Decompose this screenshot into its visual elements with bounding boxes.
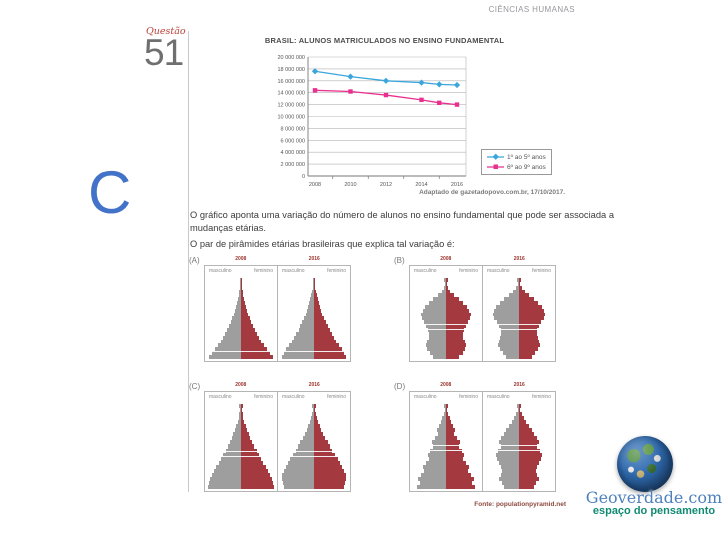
male-label: masculino: [209, 394, 232, 400]
population-pyramid: [410, 404, 482, 489]
pyramid-panel: masculino feminino: [277, 392, 350, 491]
male-label: masculino: [282, 268, 305, 274]
population-pyramid: [483, 404, 555, 489]
svg-text:2010: 2010: [344, 182, 356, 188]
answer-letter: C: [88, 159, 132, 226]
pyramid-pair-box: masculino feminino masculino feminino: [204, 265, 351, 362]
pyramid-year-label: 2016: [513, 382, 525, 388]
pyramid-years: 2008 2016: [204, 256, 351, 262]
pyramid-year-label: 2008: [440, 256, 452, 262]
svg-text:2012: 2012: [380, 182, 392, 188]
question-label: Questão: [146, 26, 186, 37]
pyramid-years: 2008 2016: [409, 382, 556, 388]
pyramid-year-label: 2008: [440, 382, 452, 388]
chart-legend: 1º ao 5º anos 6º ao 9º anos: [481, 149, 552, 175]
pyramid-panel: masculino feminino: [205, 392, 277, 491]
vertical-divider: [188, 31, 189, 492]
female-label: feminino: [327, 394, 346, 400]
male-label: masculino: [209, 268, 232, 274]
question-number: 51: [144, 32, 184, 73]
female-label: feminino: [327, 268, 346, 274]
legend-item: 6º ao 9º anos: [487, 163, 546, 171]
svg-text:8 000 000: 8 000 000: [281, 126, 305, 132]
female-label: feminino: [254, 268, 273, 274]
male-label: masculino: [414, 268, 437, 274]
female-label: feminino: [532, 394, 551, 400]
female-label: feminino: [254, 394, 273, 400]
female-label: feminino: [459, 394, 478, 400]
pyramid-years: 2008 2016: [204, 382, 351, 388]
pyramid-panel: masculino feminino: [410, 266, 482, 361]
pyramid-source: Fonte: populationpyramid.net: [474, 501, 566, 508]
logo-subtitle: espaço do pensamento: [592, 505, 716, 517]
pyramid-year-label: 2016: [513, 256, 525, 262]
legend-label: 1º ao 5º anos: [507, 153, 546, 161]
pyramid-panel: masculino feminino: [410, 392, 482, 491]
population-pyramid: [278, 404, 350, 489]
svg-text:16 000 000: 16 000 000: [277, 79, 305, 85]
question-text: O gráfico aponta uma variação do número …: [190, 210, 614, 234]
svg-text:18 000 000: 18 000 000: [277, 67, 305, 73]
svg-text:2016: 2016: [451, 182, 463, 188]
female-label: feminino: [532, 268, 551, 274]
pyramid-panel: masculino feminino: [205, 266, 277, 361]
svg-text:2014: 2014: [415, 182, 427, 188]
female-label: feminino: [459, 268, 478, 274]
legend-item: 1º ao 5º anos: [487, 153, 546, 161]
subject-header: CIÊNCIAS HUMANAS: [488, 5, 575, 14]
option-letter: (D): [394, 382, 406, 391]
male-label: masculino: [414, 394, 437, 400]
svg-text:14 000 000: 14 000 000: [277, 91, 305, 97]
pyramid-year-label: 2008: [235, 382, 247, 388]
enrollment-line-chart: 0 2 000 000 4 000 000 6 000 000 8 000 000 10 …: [277, 55, 467, 188]
pyramid-pair-box: masculino feminino masculino feminino: [409, 391, 556, 492]
pyramid-year-label: 2016: [308, 382, 320, 388]
chart-title: BRASIL: ALUNOS MATRICULADOS NO ENSINO FU…: [264, 36, 505, 45]
pyramid-pair-box: masculino feminino masculino feminino: [204, 391, 351, 492]
svg-text:20 000 000: 20 000 000: [277, 55, 305, 61]
geoverdade-logo: Geoverdade.com espaço do pensamento: [585, 433, 723, 528]
svg-text:4 000 000: 4 000 000: [281, 150, 305, 156]
svg-text:12 000 000: 12 000 000: [277, 103, 305, 109]
option-letter: (C): [189, 382, 201, 391]
svg-text:10 000 000: 10 000 000: [277, 115, 305, 121]
pyramid-year-label: 2008: [235, 256, 247, 262]
svg-text:0: 0: [302, 174, 305, 180]
svg-text:2 000 000: 2 000 000: [281, 162, 305, 168]
male-label: masculino: [487, 268, 510, 274]
option-letter: (A): [189, 256, 200, 265]
male-label: masculino: [487, 394, 510, 400]
pyramid-year-label: 2016: [308, 256, 320, 262]
option-letter: (B): [394, 256, 405, 265]
population-pyramid: [205, 278, 277, 359]
chart-source: Adaptado de gazetadopovo.com.br, 17/10/2…: [419, 189, 565, 196]
pyramid-panel: masculino feminino: [482, 392, 555, 491]
male-label: masculino: [282, 394, 305, 400]
pyramid-years: 2008 2016: [409, 256, 556, 262]
population-pyramid: [278, 278, 350, 359]
pyramid-pair-box: masculino feminino masculino feminino: [409, 265, 556, 362]
question-prompt: O par de pirâmides etárias brasileiras q…: [190, 239, 455, 249]
pyramid-panel: masculino feminino: [482, 266, 555, 361]
population-pyramid: [410, 278, 482, 359]
earth-globe-icon: [617, 436, 673, 492]
population-pyramid: [205, 404, 277, 489]
pyramid-panel: masculino feminino: [277, 266, 350, 361]
svg-text:6 000 000: 6 000 000: [281, 138, 305, 144]
population-pyramid: [483, 278, 555, 359]
legend-label: 6º ao 9º anos: [507, 163, 546, 171]
logo-title: Geoverdade.com: [585, 488, 723, 507]
svg-text:2008: 2008: [309, 182, 321, 188]
